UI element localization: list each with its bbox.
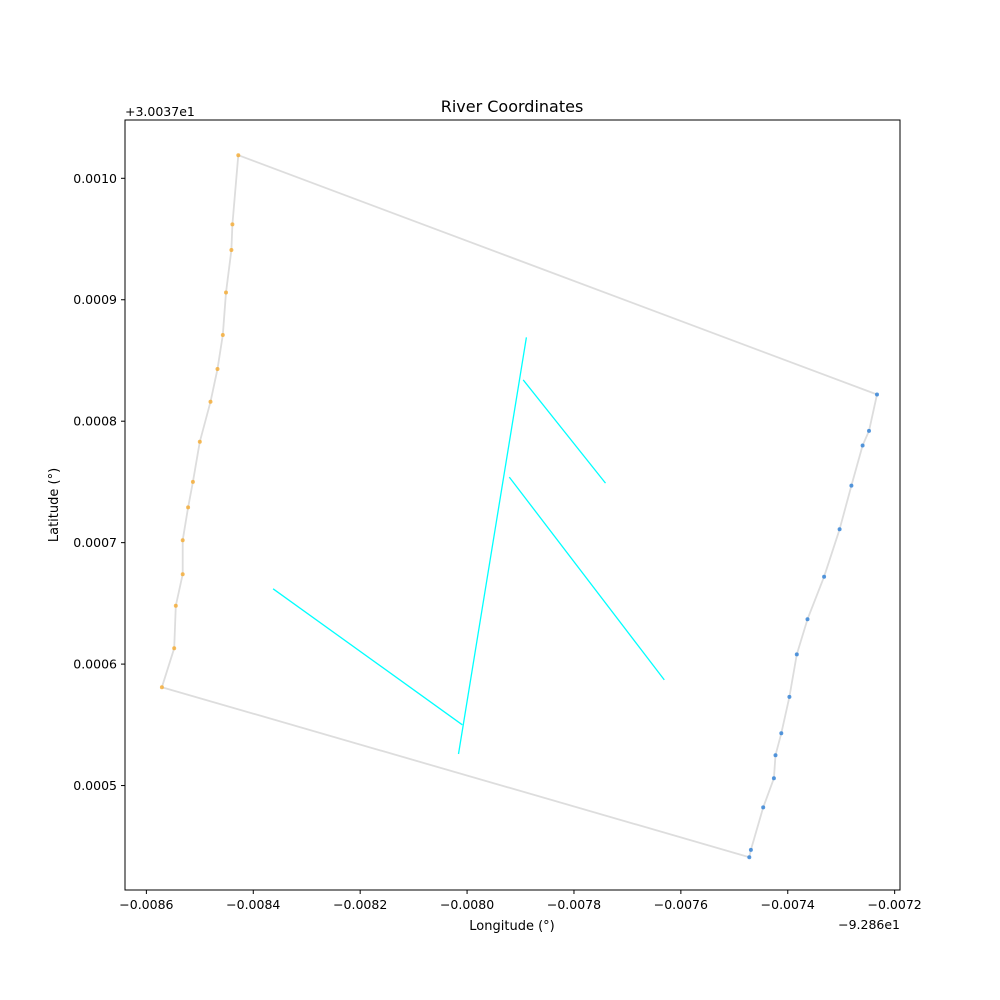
x-axis-label: Longitude (°) (469, 919, 554, 934)
axes-frame (124, 119, 901, 891)
series-1-point-2 (173, 603, 178, 608)
x-tick-label-5: −0.0076 (654, 897, 708, 912)
series-1-point-9 (215, 367, 220, 371)
series-2-point-8 (787, 694, 792, 699)
y-offset-label: +3.0037e1 (125, 104, 195, 119)
x-tick-label-3: −0.0080 (440, 897, 494, 912)
x-tick-label-7: −0.0072 (868, 897, 922, 912)
series-2-point-7 (794, 652, 799, 657)
series-2-point-5 (822, 574, 827, 579)
y-axis: 0.0005 0.0006 0.0007 0.0008 0.0009 0.0010 (73, 171, 125, 793)
series-2-point-13 (748, 847, 753, 852)
series-1-point-12 (229, 248, 234, 252)
chart-title: River Coordinates (441, 97, 584, 116)
y-tick-label-3: 0.0008 (73, 414, 117, 429)
y-tick-label-2: 0.0007 (73, 535, 117, 550)
y-tick-label-0: 0.0005 (73, 778, 117, 793)
x-axis: −0.0086 −0.0084 −0.0082 −0.0080 −0.0078 −0.00… (119, 890, 922, 912)
series-line-0 (161, 154, 878, 859)
series-1-point-11 (224, 290, 228, 295)
series-1-point-7 (197, 439, 202, 444)
series-2-point-2 (860, 443, 865, 448)
series-1-point-14 (236, 153, 241, 158)
series-1-point-8 (208, 399, 213, 404)
series-2-point-12 (761, 805, 766, 810)
series-2-point-4 (837, 527, 842, 532)
plot-area (159, 153, 879, 860)
x-tick-label-0: −0.0086 (119, 897, 173, 912)
series-line-3 (457, 337, 528, 755)
x-offset-label: −9.286e1 (838, 917, 900, 932)
series-2-point-14 (747, 855, 752, 860)
series-2-point-11 (771, 776, 776, 781)
x-tick-label-1: −0.0084 (226, 897, 280, 912)
series-2-point-6 (805, 617, 810, 622)
y-tick-label-1: 0.0006 (73, 657, 117, 672)
series-1-point-3 (180, 572, 185, 577)
series-1-point-13 (230, 222, 235, 227)
series-line-5 (508, 476, 665, 681)
series-2-point-1 (867, 428, 871, 433)
x-tick-label-4: −0.0078 (547, 897, 601, 912)
series-1-point-6 (190, 479, 195, 484)
series-2-point-3 (849, 483, 854, 488)
y-tick-label-5: 0.0010 (73, 171, 117, 186)
x-tick-label-6: −0.0074 (761, 897, 815, 912)
series-line-4 (272, 588, 463, 726)
series-1-point-1 (172, 646, 177, 651)
x-tick-label-2: −0.0082 (333, 897, 387, 912)
series-2-point-10 (773, 753, 778, 758)
series-1-point-10 (220, 333, 225, 337)
series-1-point-0 (159, 685, 164, 690)
y-tick-label-4: 0.0009 (73, 292, 117, 307)
series-2-point-9 (779, 731, 784, 736)
series-line-6 (522, 379, 607, 484)
series-1-point-5 (186, 505, 191, 510)
y-axis-label: Latitude (°) (47, 468, 62, 542)
series-2-point-0 (875, 392, 879, 397)
series-1-point-4 (180, 538, 185, 543)
